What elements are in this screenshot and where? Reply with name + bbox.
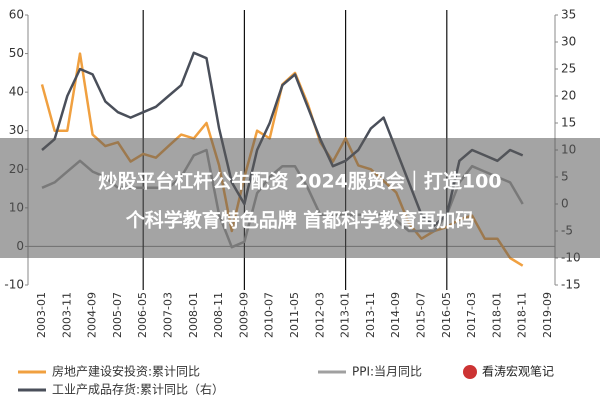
legend-label: 工业产成品存货:累计同比（右） xyxy=(52,382,224,397)
x-tick-label: 2016-05 xyxy=(440,292,453,338)
legend-label: 房地产建设安投资:累计同比 xyxy=(52,364,200,379)
y2-tick-label: 20 xyxy=(561,89,576,103)
x-tick-label: 2003-01 xyxy=(35,292,48,338)
banner-line: 个科学教育特色品牌 首都科学教育再加码 xyxy=(125,209,475,232)
y2-tick-label: -15 xyxy=(561,278,581,292)
x-tick-label: 2004-09 xyxy=(86,292,99,338)
watermark: 看涛宏观笔记 xyxy=(482,364,554,379)
banner-bg xyxy=(0,138,600,258)
x-tick-label: 2006-05 xyxy=(136,292,149,338)
y2-tick-label: 30 xyxy=(561,35,576,49)
legend-label: PPI:当月同比 xyxy=(352,365,422,379)
y-tick-label: 50 xyxy=(9,46,24,60)
x-tick-label: 2013-11 xyxy=(364,292,377,338)
y-tick-label: 40 xyxy=(9,85,24,99)
x-tick-label: 2017-03 xyxy=(465,292,478,338)
y-tick-label: 60 xyxy=(9,8,24,22)
x-tick-label: 2013-01 xyxy=(339,292,352,338)
x-tick-label: 2018-11 xyxy=(516,292,529,338)
x-tick-label: 2014-09 xyxy=(389,292,402,338)
y2-tick-label: 25 xyxy=(561,62,576,76)
x-tick-label: 2011-05 xyxy=(288,292,301,338)
x-tick-label: 2003-11 xyxy=(60,292,73,338)
x-tick-label: 2019-09 xyxy=(541,292,554,338)
y2-tick-label: 15 xyxy=(561,116,576,130)
y-tick-label: -10 xyxy=(4,278,24,292)
y-tick-label: 30 xyxy=(9,123,24,137)
x-tick-label: 2015-07 xyxy=(415,292,428,338)
x-tick-label: 2010-07 xyxy=(263,292,276,338)
watermark-logo xyxy=(463,365,477,379)
x-tick-label: 2008-11 xyxy=(212,292,225,338)
x-tick-label: 2012-03 xyxy=(313,292,326,338)
banner-line: 炒股平台杠杆公牛配资 2024服贸会｜打造100 xyxy=(98,170,501,193)
x-tick-label: 2007-03 xyxy=(162,292,175,338)
x-tick-label: 2009-09 xyxy=(237,292,250,338)
x-tick-label: 2008-01 xyxy=(187,292,200,338)
y2-tick-label: 35 xyxy=(561,8,576,22)
x-tick-label: 2018-01 xyxy=(490,292,503,338)
x-tick-label: 2005-07 xyxy=(111,292,124,338)
